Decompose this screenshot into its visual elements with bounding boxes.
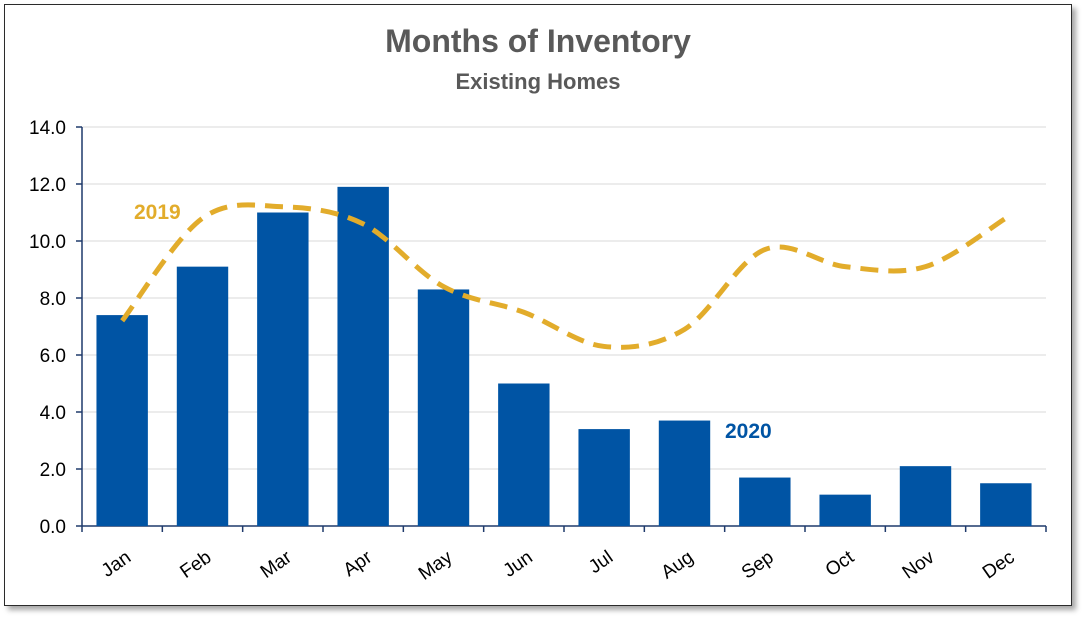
bar-2020 <box>899 466 952 526</box>
series-label-2020: 2020 <box>725 420 772 443</box>
bar-2020 <box>257 212 309 526</box>
bar-2020 <box>739 477 791 526</box>
bar-2020 <box>578 429 630 526</box>
bar-2020 <box>337 186 389 526</box>
bar-2020 <box>96 315 148 526</box>
line-2019 <box>120 202 1008 350</box>
x-tick-label: Nov <box>899 547 939 584</box>
bar-2020 <box>980 483 1032 526</box>
bar-2020 <box>819 494 871 526</box>
y-tick-label: 0.0 <box>40 517 66 538</box>
chart-title: Months of Inventory <box>385 23 691 59</box>
x-tick-label: Aug <box>658 547 698 584</box>
y-tick-label: 12.0 <box>29 175 66 196</box>
x-tick-label: Jan <box>98 547 135 582</box>
x-tick-label: Apr <box>340 547 377 582</box>
y-tick-label: 14.0 <box>29 118 66 139</box>
x-tick-label: Sep <box>738 547 778 584</box>
bar-2020 <box>498 383 550 526</box>
chart-subtitle: Existing Homes <box>455 69 621 94</box>
x-tick-label: Feb <box>176 547 215 583</box>
x-tick-label: Jun <box>500 547 537 582</box>
bar-2020 <box>176 266 229 526</box>
y-tick-label: 4.0 <box>40 403 66 424</box>
x-tick-label: Oct <box>822 546 859 581</box>
y-tick-label: 6.0 <box>40 346 66 367</box>
bar-2020 <box>658 420 711 526</box>
y-tick-label: 8.0 <box>40 289 66 310</box>
x-tick-label: May <box>415 547 457 585</box>
x-tick-label: Dec <box>979 547 1019 584</box>
x-tick-label: Jul <box>585 547 617 578</box>
bar-2020 <box>417 289 470 526</box>
y-tick-label: 2.0 <box>40 460 66 481</box>
y-tick-label: 10.0 <box>29 232 66 253</box>
series-label-2019: 2019 <box>134 201 181 224</box>
x-tick-label: Mar <box>257 547 296 583</box>
